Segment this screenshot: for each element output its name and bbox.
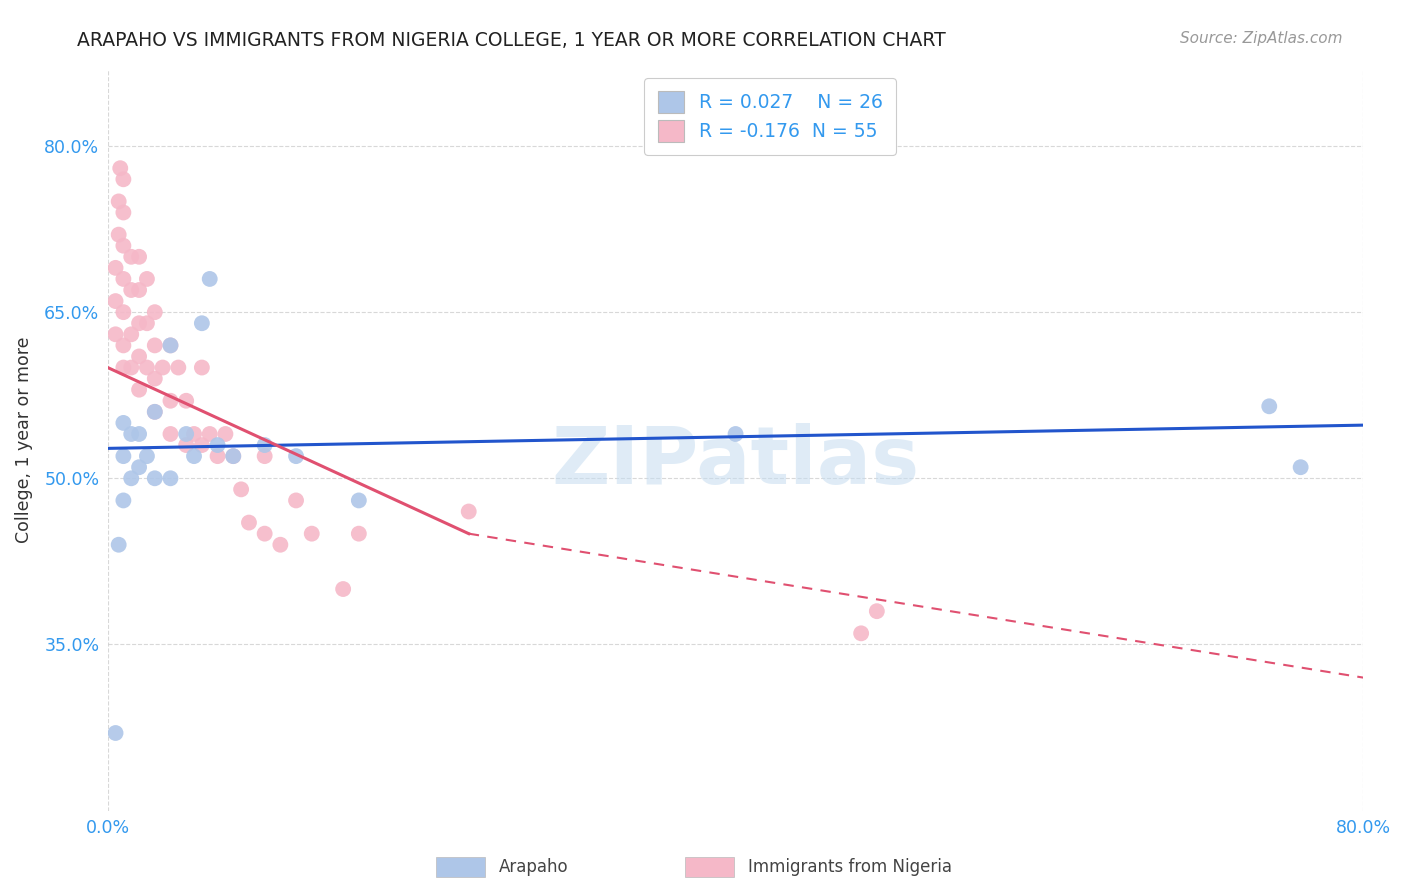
Text: ARAPAHO VS IMMIGRANTS FROM NIGERIA COLLEGE, 1 YEAR OR MORE CORRELATION CHART: ARAPAHO VS IMMIGRANTS FROM NIGERIA COLLE…	[77, 31, 946, 50]
Point	[143, 471, 166, 485]
Point	[110, 161, 132, 176]
Point	[222, 449, 245, 463]
Point	[347, 493, 370, 508]
Point	[207, 438, 229, 452]
Point	[128, 427, 150, 442]
Point	[347, 526, 370, 541]
Point	[112, 338, 135, 352]
Point	[136, 272, 159, 286]
Point	[128, 350, 150, 364]
Point	[238, 516, 260, 530]
Point	[104, 726, 127, 740]
Point	[159, 393, 181, 408]
Point	[120, 471, 142, 485]
Point	[1289, 460, 1312, 475]
Point	[128, 460, 150, 475]
Point	[112, 205, 135, 219]
Text: Arapaho: Arapaho	[499, 858, 569, 876]
Point	[120, 327, 142, 342]
Point	[174, 427, 197, 442]
Point	[112, 172, 135, 186]
Point	[143, 371, 166, 385]
Point	[120, 360, 142, 375]
Point	[198, 272, 221, 286]
Point	[159, 338, 181, 352]
Point	[191, 316, 214, 330]
Point	[159, 338, 181, 352]
Point	[107, 194, 129, 209]
Point	[107, 227, 129, 242]
Point	[112, 305, 135, 319]
Point	[112, 493, 135, 508]
Point	[120, 427, 142, 442]
Point	[159, 427, 181, 442]
Point	[207, 449, 229, 463]
Point	[849, 626, 872, 640]
Point	[143, 338, 166, 352]
Point	[128, 383, 150, 397]
Point	[174, 438, 197, 452]
Point	[866, 604, 889, 618]
Point	[229, 483, 252, 497]
Text: ZIPatlas: ZIPatlas	[551, 423, 920, 500]
Text: Source: ZipAtlas.com: Source: ZipAtlas.com	[1180, 31, 1343, 46]
Point	[214, 427, 236, 442]
Point	[136, 316, 159, 330]
Legend: R = 0.027    N = 26, R = -0.176  N = 55: R = 0.027 N = 26, R = -0.176 N = 55	[644, 78, 896, 155]
Point	[107, 538, 129, 552]
Point	[183, 427, 205, 442]
Point	[136, 449, 159, 463]
Point	[128, 250, 150, 264]
Point	[167, 360, 190, 375]
Point	[183, 449, 205, 463]
Point	[253, 526, 276, 541]
Point	[1258, 399, 1281, 413]
Point	[285, 449, 308, 463]
Point	[222, 449, 245, 463]
Point	[174, 393, 197, 408]
Text: Immigrants from Nigeria: Immigrants from Nigeria	[748, 858, 952, 876]
Point	[159, 471, 181, 485]
Point	[104, 327, 127, 342]
Point	[112, 360, 135, 375]
Point	[104, 260, 127, 275]
Point	[120, 283, 142, 297]
Point	[112, 238, 135, 252]
Point	[112, 416, 135, 430]
Point	[112, 272, 135, 286]
Point	[253, 438, 276, 452]
Point	[198, 427, 221, 442]
Point	[128, 283, 150, 297]
Point	[143, 305, 166, 319]
Point	[301, 526, 323, 541]
Point	[152, 360, 174, 375]
Point	[332, 582, 354, 596]
Point	[191, 438, 214, 452]
Point	[143, 405, 166, 419]
Point	[104, 294, 127, 309]
Y-axis label: College, 1 year or more: College, 1 year or more	[15, 336, 32, 542]
Point	[191, 360, 214, 375]
Point	[457, 504, 479, 518]
Point	[112, 449, 135, 463]
Point	[285, 493, 308, 508]
Point	[253, 449, 276, 463]
Point	[120, 250, 142, 264]
Point	[136, 360, 159, 375]
Point	[143, 405, 166, 419]
Point	[269, 538, 291, 552]
Point	[724, 427, 747, 442]
Point	[128, 316, 150, 330]
